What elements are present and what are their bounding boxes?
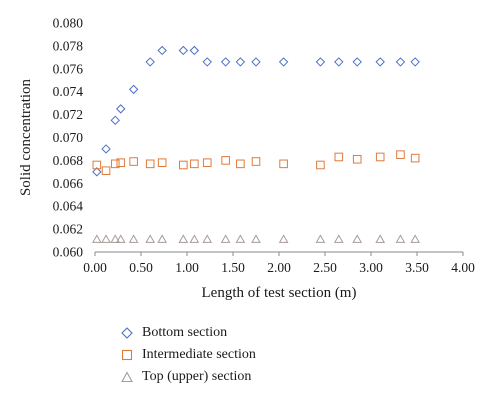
- diamond-data-point: [235, 57, 246, 67]
- square-data-point: [410, 153, 420, 163]
- data-markers: [91, 45, 421, 243]
- y-tick-label: 0.072: [53, 107, 83, 122]
- triangle-data-point: [352, 234, 363, 243]
- square-data-point: [316, 160, 325, 170]
- legend-label-bottom: Bottom section: [142, 325, 228, 340]
- square-data-point: [221, 156, 230, 165]
- x-axis-title: Length of test section (m): [202, 285, 357, 301]
- series-1: [92, 150, 420, 176]
- y-tick-label: 0.078: [53, 38, 84, 53]
- square-data-point: [157, 158, 167, 167]
- x-tick-label: 3.00: [359, 260, 383, 275]
- triangle-data-point: [251, 234, 261, 243]
- diamond-data-point: [110, 115, 120, 126]
- x-tick-label: 1.50: [221, 260, 245, 275]
- legend-label-intermediate: Intermediate section: [142, 347, 256, 362]
- y-tick-label: 0.076: [53, 61, 84, 76]
- triangle-data-point: [220, 234, 231, 243]
- diamond-data-point: [157, 45, 167, 56]
- y-tick-label: 0.080: [53, 16, 84, 31]
- diamond-data-point: [395, 57, 406, 67]
- y-axis-title: Solid concentration: [18, 78, 34, 196]
- square-data-point: [334, 152, 344, 162]
- y-tick-label: 0.062: [53, 222, 83, 237]
- diamond-data-point: [315, 57, 326, 67]
- y-tick-label: 0.060: [53, 245, 84, 260]
- triangle-data-point: [202, 234, 213, 243]
- square-data-point: [202, 158, 212, 167]
- triangle-marker-icon: [121, 371, 133, 383]
- square-data-point: [236, 159, 245, 169]
- diamond-marker-icon: [121, 327, 133, 339]
- triangle-data-point: [115, 234, 126, 243]
- series-2: [91, 234, 421, 243]
- diamond-data-point: [278, 57, 289, 67]
- x-axis-ticks: [94, 252, 464, 256]
- y-axis-tick-labels: 0.060 0.062 0.064 0.066 0.068 0.070 0.072 0.074…: [53, 16, 84, 260]
- triangle-data-point: [101, 234, 111, 243]
- x-tick-label: 2.50: [313, 260, 337, 275]
- triangle-data-point: [410, 234, 421, 243]
- x-tick-label: 3.50: [405, 260, 429, 275]
- square-data-point: [396, 150, 405, 159]
- x-tick-label: 4.00: [451, 260, 475, 275]
- diamond-data-point: [189, 45, 200, 56]
- triangle-data-point: [395, 234, 406, 243]
- diamond-data-point: [410, 57, 420, 67]
- diamond-data-point: [334, 57, 344, 67]
- triangle-data-point: [189, 234, 200, 243]
- diamond-data-point: [202, 57, 212, 67]
- x-axis-tick-labels: 0.00 0.50 1.00 1.50 2.00 2.50 3.00 3.50 4.00: [83, 260, 475, 275]
- triangle-data-point: [278, 234, 289, 243]
- triangle-data-point: [333, 234, 344, 243]
- diamond-data-point: [178, 45, 189, 56]
- square-data-point: [145, 159, 155, 169]
- y-tick-label: 0.070: [53, 130, 84, 145]
- diamond-data-point: [116, 104, 126, 114]
- triangle-data-point: [110, 234, 121, 243]
- triangle-data-point: [128, 234, 139, 243]
- square-data-point: [375, 152, 385, 162]
- diamond-data-point: [375, 57, 385, 67]
- x-tick-label: 0.00: [83, 260, 107, 275]
- x-tick-label: 1.00: [175, 260, 199, 275]
- y-tick-label: 0.064: [53, 199, 84, 214]
- diamond-data-point: [101, 144, 111, 154]
- series-0: [92, 45, 420, 177]
- diamond-data-point: [92, 167, 102, 177]
- square-data-point: [190, 159, 199, 169]
- triangle-data-point: [235, 234, 246, 243]
- diamond-data-point: [145, 57, 155, 67]
- square-data-point: [92, 160, 102, 170]
- triangle-data-point: [157, 234, 168, 243]
- diamond-data-point: [220, 57, 231, 67]
- square-data-point: [129, 157, 138, 166]
- diamond-data-point: [128, 84, 139, 95]
- triangle-data-point: [91, 234, 102, 243]
- square-data-point: [352, 154, 362, 164]
- square-data-point: [179, 160, 188, 170]
- square-data-point: [101, 166, 111, 176]
- diamond-data-point: [352, 57, 362, 67]
- triangle-data-point: [315, 234, 326, 243]
- diamond-data-point: [251, 57, 261, 67]
- square-data-point: [279, 159, 288, 169]
- square-data-point: [116, 158, 126, 167]
- y-tick-label: 0.074: [53, 84, 84, 99]
- square-marker-icon: [121, 349, 133, 361]
- triangle-data-point: [375, 234, 386, 243]
- x-tick-label: 0.50: [129, 260, 153, 275]
- legend-label-top: Top (upper) section: [142, 369, 252, 384]
- square-data-point: [110, 159, 120, 169]
- y-tick-label: 0.068: [53, 153, 84, 168]
- triangle-data-point: [145, 234, 156, 243]
- square-data-point: [251, 157, 261, 166]
- y-tick-label: 0.066: [53, 176, 84, 191]
- x-tick-label: 2.00: [267, 260, 291, 275]
- triangle-data-point: [178, 234, 189, 243]
